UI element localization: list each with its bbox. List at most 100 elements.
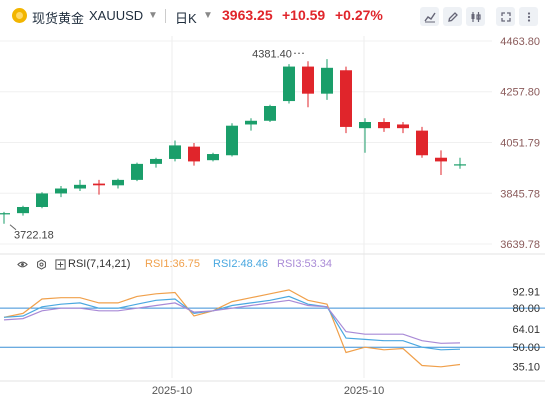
time-tick-label: 2025-10: [344, 385, 384, 397]
divider: [165, 9, 166, 23]
last-price: 3963.25: [222, 7, 273, 23]
add-icon[interactable]: [55, 259, 66, 270]
price-change: +10.59: [282, 7, 326, 23]
candle: [55, 186, 67, 198]
rsi3-value: RSI3:53.34: [277, 258, 333, 270]
rsi-reference-lines: [0, 307, 545, 348]
chevron-down-icon[interactable]: ▼: [148, 10, 158, 21]
price-chart[interactable]: 4463.80 4257.80 4051.79 3845.78 3639.78 4381…: [0, 32, 545, 404]
pencil-icon[interactable]: [443, 7, 462, 26]
price-tick-label: 4051.79: [500, 138, 540, 150]
candle-body: [93, 183, 105, 186]
rsi-series-line-rsi1: [3, 289, 461, 368]
candle: [169, 140, 181, 162]
header: 现货黄金 XAUUSD ▼ 日K ▼ 3963.25 +10.59 +0.27%: [0, 0, 545, 32]
candle: [264, 104, 276, 123]
candle: [131, 162, 143, 182]
low-price-leader: [9, 224, 17, 231]
candle-body: [245, 120, 257, 125]
price-change-percent: +0.27%: [335, 7, 383, 23]
candle: [112, 178, 124, 189]
candle-body: [340, 70, 352, 127]
candle-body: [397, 124, 409, 129]
price-axis: 4463.80 4257.80 4051.79 3845.78 3639.78: [500, 36, 540, 251]
rsi-lines-group: [3, 289, 461, 368]
candle-body: [226, 125, 238, 156]
candle-body: [283, 66, 295, 102]
candle-body: [17, 206, 29, 214]
eye-icon[interactable]: [17, 259, 28, 270]
candle: [454, 157, 466, 169]
candle: [17, 205, 29, 216]
candle: [302, 61, 314, 108]
candle: [283, 64, 295, 104]
time-axis: 2025-10 2025-10: [152, 385, 384, 397]
candle-body: [74, 184, 86, 189]
high-price-label: 4381.40: [252, 48, 292, 60]
candle-body: [36, 193, 48, 207]
candle-body: [435, 157, 447, 162]
rsi2-value: RSI2:48.46: [213, 258, 269, 270]
candle: [378, 118, 390, 132]
instrument-symbol[interactable]: XAUUSD: [89, 8, 144, 23]
rsi-tick-label: 92.91: [512, 286, 540, 298]
candle-body: [0, 213, 10, 215]
candle: [416, 126, 428, 158]
candle-body: [112, 179, 124, 186]
rsi-label: RSI(7,14,21): [68, 258, 131, 270]
price-tick-label: 4463.80: [500, 36, 540, 48]
candle-body: [302, 66, 314, 94]
candle: [0, 211, 10, 224]
low-price-label: 3722.18: [14, 230, 54, 242]
chevron-down-icon[interactable]: ▼: [203, 10, 213, 21]
candle-body: [378, 122, 390, 129]
gold-coin-icon: [12, 8, 27, 23]
rsi-series-line-rsi2: [3, 295, 461, 351]
candle: [397, 122, 409, 134]
candle: [245, 118, 257, 131]
candle: [340, 66, 352, 134]
candle: [93, 179, 105, 195]
candle: [359, 118, 371, 153]
instrument-name[interactable]: 现货黄金: [32, 11, 85, 26]
more-icon[interactable]: [519, 7, 538, 26]
candle: [321, 59, 333, 100]
candle-body: [169, 145, 181, 159]
candle: [36, 192, 48, 209]
price-annotations: 4381.40 3722.18: [9, 48, 304, 242]
chart-grid: [0, 36, 545, 382]
candle: [226, 123, 238, 157]
line-chart-icon[interactable]: [420, 7, 439, 26]
rsi-axis: 92.91 80.00 64.01 50.00 35.10: [512, 286, 540, 373]
candle-body: [359, 122, 371, 129]
settings-icon[interactable]: [36, 259, 47, 270]
indicator-settings-icon[interactable]: [466, 7, 485, 26]
rsi-tick-label: 35.10: [512, 362, 540, 374]
rsi-series-line-rsi3: [3, 299, 461, 344]
price-tick-label: 3639.78: [500, 239, 540, 251]
price-tick-label: 4257.80: [500, 87, 540, 99]
period-selector[interactable]: 日K: [175, 11, 197, 26]
candle-body: [188, 146, 200, 162]
rsi1-value: RSI1:36.75: [145, 258, 201, 270]
expand-icon[interactable]: [496, 7, 515, 26]
candle-body: [264, 105, 276, 121]
candle: [435, 150, 447, 175]
candle-body: [150, 158, 162, 164]
candle-body: [55, 188, 67, 194]
time-tick-label: 2025-10: [152, 385, 192, 397]
rsi-tick-label: 64.01: [512, 324, 540, 336]
candles-group: [0, 59, 466, 224]
candle-body: [131, 163, 143, 180]
candle-body: [321, 67, 333, 94]
candle: [150, 157, 162, 168]
candle-body: [207, 154, 219, 161]
candle: [207, 152, 219, 162]
rsi-tick-label: 50.00: [512, 342, 540, 354]
candle: [188, 142, 200, 166]
candle-body: [416, 130, 428, 156]
price-tick-label: 3845.78: [500, 188, 540, 200]
rsi-tick-label: 80.00: [512, 303, 540, 315]
candle: [74, 179, 86, 191]
candle-body: [454, 164, 466, 166]
